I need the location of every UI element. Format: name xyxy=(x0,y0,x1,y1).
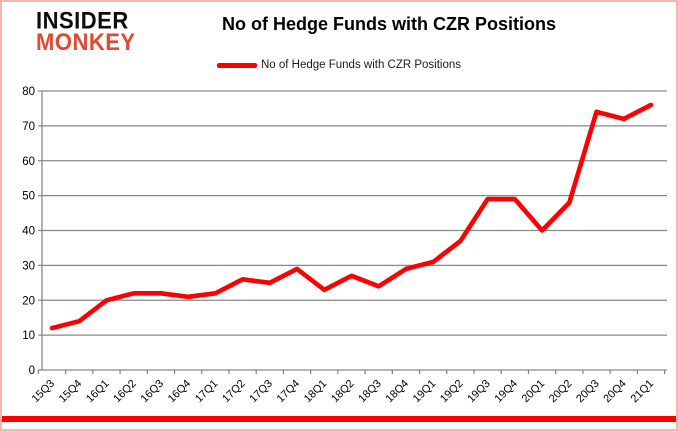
series-line xyxy=(49,102,654,331)
x-axis-label-21Q1: 21Q1 xyxy=(629,378,657,406)
x-axis-label-19Q3: 19Q3 xyxy=(465,378,493,406)
y-axis-label-10: 10 xyxy=(22,330,35,342)
x-axis-label-19Q1: 19Q1 xyxy=(411,378,439,406)
legend-line-marker xyxy=(216,62,257,68)
y-axis-label-70: 70 xyxy=(22,121,35,133)
x-axis-label-18Q4: 18Q4 xyxy=(384,378,412,406)
y-axis-label-20: 20 xyxy=(22,295,35,307)
x-axis-label-18Q3: 18Q3 xyxy=(356,378,384,406)
x-axis-label-15Q4: 15Q4 xyxy=(57,378,85,406)
x-axis-label-20Q3: 20Q3 xyxy=(574,378,602,406)
logo-text-monkey: MONKEY xyxy=(36,28,136,56)
x-axis-label-19Q2: 19Q2 xyxy=(438,378,466,406)
x-axis-label-20Q4: 20Q4 xyxy=(601,378,629,406)
chart-legend: No of Hedge Funds with CZR Positions xyxy=(2,59,676,71)
x-axis-label-16Q1: 16Q1 xyxy=(84,378,112,406)
x-axis-label-17Q3: 17Q3 xyxy=(247,378,275,406)
y-axis-label-60: 60 xyxy=(22,156,35,168)
x-axis-label-16Q3: 16Q3 xyxy=(139,378,167,406)
y-axis-label-50: 50 xyxy=(22,191,35,203)
y-axis-label-30: 30 xyxy=(22,260,35,272)
chart-title: No of Hedge Funds with CZR Positions xyxy=(222,14,556,34)
y-axis-label-40: 40 xyxy=(22,226,35,238)
bottom-red-bar xyxy=(2,416,676,422)
x-axis-label-19Q4: 19Q4 xyxy=(492,378,520,406)
legend-label: No of Hedge Funds with CZR Positions xyxy=(260,59,462,71)
insider-monkey-logo: INSIDER MONKEY xyxy=(36,6,136,56)
x-axis-label-16Q2: 16Q2 xyxy=(111,378,139,406)
y-axis-label-0: 0 xyxy=(29,365,35,377)
x-axis-label-17Q2: 17Q2 xyxy=(220,378,248,406)
chart-plot-area: 0 10 20 30 40 50 60 70 80 15Q3 15Q4 16Q1 16Q2 16Q3 16Q… xyxy=(22,86,667,406)
x-axis-label-17Q1: 17Q1 xyxy=(193,378,221,406)
logo-text-insider: INSIDER xyxy=(36,6,129,34)
x-axis-label-18Q1: 18Q1 xyxy=(302,378,330,406)
x-axis-label-15Q3: 15Q3 xyxy=(30,378,58,406)
x-axis-label-18Q2: 18Q2 xyxy=(329,378,357,406)
y-axis-label-80: 80 xyxy=(22,86,35,98)
x-axis-label-17Q4: 17Q4 xyxy=(275,378,303,406)
x-axis-label-20Q2: 20Q2 xyxy=(547,378,575,406)
x-axis-label-16Q4: 16Q4 xyxy=(166,378,194,406)
x-axis-label-20Q1: 20Q1 xyxy=(520,378,548,406)
